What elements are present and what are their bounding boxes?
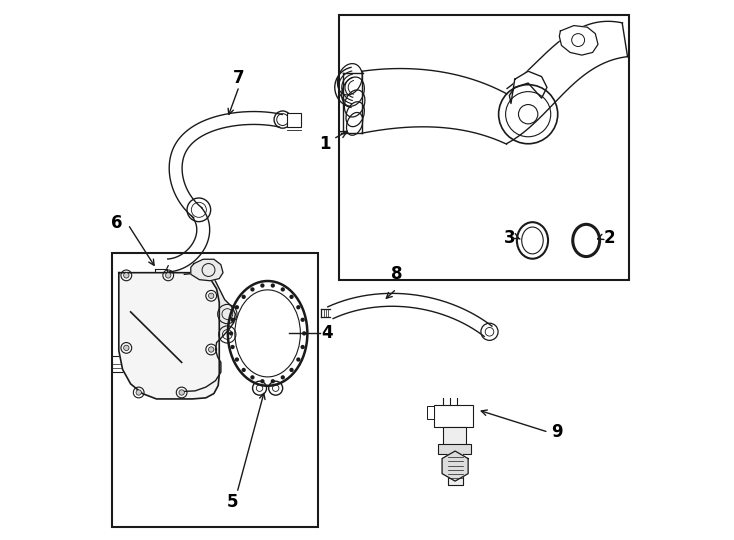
Bar xyxy=(434,406,473,427)
Circle shape xyxy=(136,390,142,395)
Circle shape xyxy=(280,375,285,380)
Circle shape xyxy=(179,390,184,395)
Circle shape xyxy=(250,375,255,380)
Polygon shape xyxy=(509,71,547,104)
Polygon shape xyxy=(155,269,167,284)
Circle shape xyxy=(230,345,235,349)
Polygon shape xyxy=(119,273,219,399)
Text: 3: 3 xyxy=(504,229,515,247)
Circle shape xyxy=(302,331,306,335)
Circle shape xyxy=(250,287,255,292)
Text: 4: 4 xyxy=(321,325,333,342)
Bar xyxy=(112,253,318,527)
Circle shape xyxy=(230,318,235,322)
Circle shape xyxy=(297,357,300,362)
Circle shape xyxy=(123,273,129,278)
Text: 6: 6 xyxy=(111,214,123,232)
Circle shape xyxy=(229,331,233,335)
Circle shape xyxy=(271,284,275,288)
Text: 9: 9 xyxy=(551,423,563,441)
Circle shape xyxy=(297,305,300,309)
Circle shape xyxy=(261,379,264,383)
Text: 2: 2 xyxy=(603,229,615,247)
Circle shape xyxy=(261,284,264,288)
Circle shape xyxy=(123,345,129,350)
Polygon shape xyxy=(448,454,462,485)
Circle shape xyxy=(289,295,294,299)
Circle shape xyxy=(300,345,305,349)
Circle shape xyxy=(289,368,294,372)
Circle shape xyxy=(241,368,246,372)
Bar xyxy=(339,15,629,280)
Text: 5: 5 xyxy=(227,493,239,511)
Text: 8: 8 xyxy=(390,266,402,284)
Bar xyxy=(438,444,471,454)
Circle shape xyxy=(166,273,171,278)
Polygon shape xyxy=(442,451,468,481)
Circle shape xyxy=(280,287,285,292)
Text: 7: 7 xyxy=(233,69,245,87)
Bar xyxy=(427,406,434,420)
Polygon shape xyxy=(184,273,236,392)
Bar xyxy=(288,113,301,126)
Circle shape xyxy=(208,347,214,352)
Text: 1: 1 xyxy=(319,131,347,153)
Bar xyxy=(443,427,466,446)
Circle shape xyxy=(208,293,214,299)
Polygon shape xyxy=(191,259,223,281)
Circle shape xyxy=(235,357,239,362)
Polygon shape xyxy=(559,25,598,55)
Circle shape xyxy=(300,318,305,322)
Circle shape xyxy=(271,379,275,383)
Bar xyxy=(112,356,134,372)
Circle shape xyxy=(241,295,246,299)
Circle shape xyxy=(235,305,239,309)
